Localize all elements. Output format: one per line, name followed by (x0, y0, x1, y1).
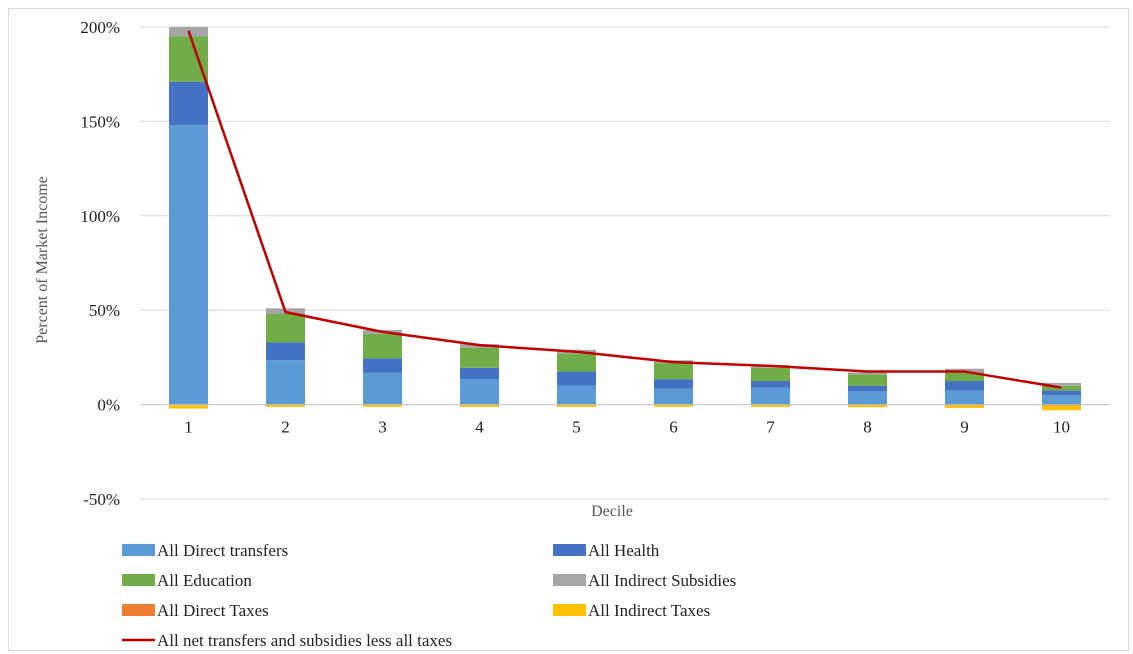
x-axis-tick-labels: 1 2 3 4 5 6 7 8 9 10 (184, 418, 1070, 437)
bar-segment (363, 372, 402, 405)
legend-swatch (553, 604, 586, 616)
bar-segment (363, 333, 402, 359)
y-tick-label: 150% (80, 112, 120, 131)
bar-segment (1042, 395, 1081, 405)
legend-label: All Direct Taxes (157, 601, 269, 620)
bar-segment (751, 387, 790, 405)
bar-segment (751, 404, 790, 407)
bar-series (169, 27, 1081, 411)
bar-segment (945, 372, 984, 381)
bar-segment (460, 347, 499, 368)
legend-label: All Direct transfers (157, 541, 288, 560)
series-line (187, 30, 1062, 389)
legend-swatch (122, 544, 155, 556)
bar-segment (1042, 390, 1081, 396)
x-tick-label: 3 (378, 418, 387, 437)
legend-label: All Health (588, 541, 660, 560)
x-tick-label: 5 (572, 418, 581, 437)
bar-segment (848, 404, 887, 408)
bar-segment (460, 379, 499, 405)
legend: All Direct transfers All Health All Educat… (122, 541, 736, 650)
bar-segment (460, 367, 499, 380)
bar-segment (1042, 382, 1081, 386)
bar-segment (363, 358, 402, 373)
legend-item: All Indirect Taxes (553, 601, 710, 620)
bar-segment (557, 385, 596, 405)
legend-label: All net transfers and subsidies less all… (157, 631, 452, 650)
bar-segment (848, 372, 887, 375)
legend-item: All Indirect Subsidies (553, 571, 736, 590)
x-tick-label: 1 (184, 418, 193, 437)
bar-segment (363, 404, 402, 407)
legend-label: All Indirect Taxes (588, 601, 710, 620)
bar-segment (848, 391, 887, 405)
legend-item: All net transfers and subsidies less all… (122, 631, 452, 650)
bar-segment (654, 363, 693, 380)
legend-swatch (122, 574, 155, 586)
y-axis-tick-labels: -50% 0% 50% 100% 150% 200% (80, 18, 120, 509)
legend-item: All Direct Taxes (122, 601, 269, 620)
bar-segment (848, 374, 887, 386)
bar-segment (1042, 405, 1081, 411)
legend-item: All Health (553, 541, 660, 560)
x-tick-label: 2 (281, 418, 290, 437)
bar-segment (557, 353, 596, 372)
bar-segment (751, 381, 790, 388)
net-transfers-line-series (187, 30, 1062, 389)
bar-segment (945, 390, 984, 405)
bar-segment (266, 404, 305, 407)
x-tick-label: 10 (1053, 418, 1070, 437)
bar-segment (169, 405, 208, 409)
bar-segment (654, 388, 693, 405)
bar-segment (169, 125, 208, 405)
bar-segment (460, 404, 499, 407)
bar-segment (945, 381, 984, 391)
x-tick-label: 8 (863, 418, 872, 437)
bar-segment (557, 371, 596, 386)
bar-segment (945, 404, 984, 408)
bar-segment (169, 81, 208, 126)
chart-area-border (8, 8, 1129, 651)
x-tick-label: 4 (475, 418, 484, 437)
y-tick-label: 100% (80, 207, 120, 226)
x-tick-label: 6 (669, 418, 678, 437)
x-tick-label: 7 (766, 418, 775, 437)
y-tick-label: 0% (97, 396, 120, 415)
legend-label: All Education (157, 571, 252, 590)
legend-item: All Direct transfers (122, 541, 288, 560)
legend-swatch (553, 574, 586, 586)
bar-segment (557, 404, 596, 407)
y-axis-title: Percent of Market Income (34, 176, 51, 343)
bar-segment (266, 313, 305, 343)
bar-segment (1042, 385, 1081, 391)
bar-segment (654, 404, 693, 407)
bar-segment (654, 379, 693, 389)
legend-label: All Indirect Subsidies (588, 571, 736, 590)
legend-swatch (553, 544, 586, 556)
x-axis-title: Decile (591, 503, 633, 520)
bar-segment (848, 385, 887, 392)
x-tick-label: 9 (960, 418, 969, 437)
legend-item: All Education (122, 571, 252, 590)
bar-segment (751, 367, 790, 381)
legend-swatch (122, 604, 155, 616)
y-tick-label: -50% (83, 490, 120, 509)
bar-segment (266, 342, 305, 361)
y-tick-label: 50% (89, 301, 120, 320)
y-tick-label: 200% (80, 18, 120, 37)
bar-segment (266, 360, 305, 405)
bar-segment (169, 36, 208, 82)
